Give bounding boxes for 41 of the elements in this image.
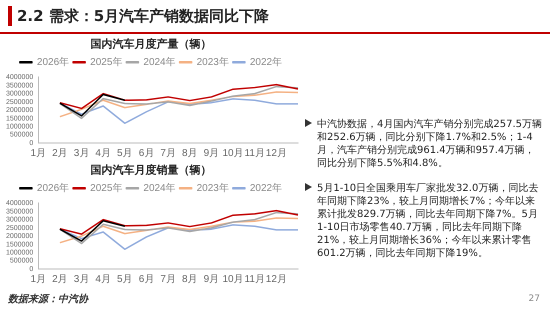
x-tick-label: 6月 [138,274,154,285]
source-note: 数据来源：中汽协 [8,292,88,306]
x-tick-label: 7月 [160,148,176,159]
legend-label: 2024年 [143,56,176,68]
legend-label: 2026年 [36,56,70,68]
legend-label: 2026年 [36,182,70,194]
legend-label: 2025年 [90,56,122,68]
legend-label: 2023年 [196,182,229,194]
legend-label: 2023年 [196,56,229,68]
legend-label: 2025年 [90,182,122,194]
x-tick-label: 4月 [95,148,111,159]
x-tick-label: 9月 [204,148,220,159]
x-tick-label: 3月 [74,148,90,159]
text: 2.2 需求：5月汽车产销数据同比下降 [8,6,270,26]
x-tick-label: 10月 [222,274,244,285]
x-tick-label: 10月 [222,148,244,159]
text: 27 [528,294,540,304]
x-tick-label: 2月 [52,148,68,159]
x-tick-label: 1月 [30,274,46,285]
chart-title: 国内汽车月度销量（辆） [90,163,212,176]
legend-label: 2024年 [143,182,176,194]
legend-label: 2022年 [250,56,282,68]
legend-label: 2022年 [250,182,282,194]
text: 5月1-10日全国乘用车厂家批发32.0万辆，同比去年同期下降23%，较上月同期增长7%；今年以来累计批发829.7万辆，同比去年同期下降7%。5月1-10日市场零售40.7万辆，同比去年同期下降21%，较上月同期增长36%；今年以来累计零售601.2万辆，同比去年同期下降19%。 [316,182,540,260]
x-tick-label: 6月 [138,148,154,159]
x-tick-label: 11月 [244,274,265,285]
chart-title: 国内汽车月度产量（辆） [90,37,212,50]
x-tick-label: 8月 [182,274,198,285]
x-tick-label: 1月 [30,148,46,159]
x-tick-label: 3月 [74,274,90,285]
x-tick-label: 5月 [117,274,133,285]
x-tick-label: 9月 [204,274,220,285]
x-tick-label: 5月 [117,148,133,159]
x-tick-label: 12月 [266,274,287,285]
text: 中汽协数据，4月国内汽车产销分别完成257.5万辆和252.6万辆，同比分别下降1.7%和2.5%；1-4月，汽车产销分别完成961.4万辆和957.4万辆，同比分别下降5.5%和4.8%。 [316,118,543,170]
x-tick-label: 7月 [160,274,176,285]
x-tick-label: 4月 [95,274,111,285]
x-tick-label: 11月 [244,148,265,159]
x-tick-label: 2月 [52,274,68,285]
x-tick-label: 8月 [182,148,198,159]
x-tick-label: 12月 [266,148,287,159]
